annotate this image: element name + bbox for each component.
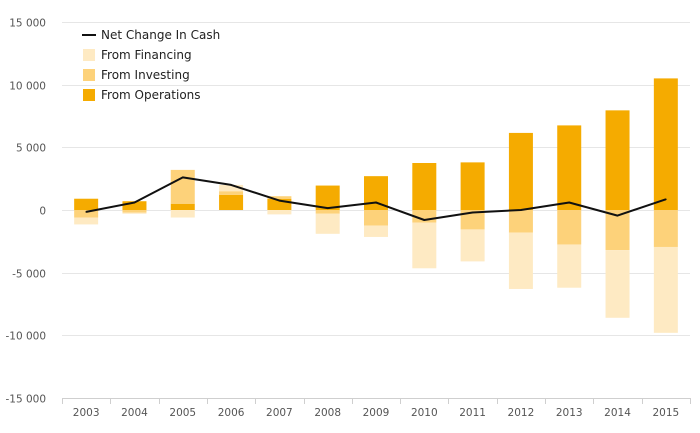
net-change-point: [665, 198, 667, 201]
x-tick-label: 2015: [652, 407, 679, 419]
net-change-point: [520, 209, 522, 211]
bar-from-investing: [605, 210, 630, 251]
bar-from-investing: [74, 210, 99, 218]
y-tick-label: 10 000: [9, 81, 46, 93]
bar-from-financing: [653, 246, 678, 333]
x-axis: 2003 2004 2005 2006 2007 2008 2009 2010 2011 2012…: [62, 398, 691, 419]
bar-from-financing: [412, 222, 437, 269]
x-tick-label: 2009: [363, 407, 390, 419]
bar-from-operations: [170, 203, 195, 210]
net-change-point: [568, 201, 571, 204]
bar-from-financing: [219, 184, 244, 192]
legend-label-from-financing: From Financing: [101, 48, 192, 62]
bar-from-financing: [508, 232, 533, 289]
x-tick-label: 2014: [604, 407, 631, 419]
bar-from-operations: [557, 125, 582, 210]
net-change-point: [230, 184, 232, 186]
y-tick-label: 5 000: [16, 143, 46, 155]
net-change-point: [616, 214, 619, 217]
bar-from-investing: [364, 210, 388, 226]
bar-from-investing: [508, 210, 533, 233]
bar-from-operations: [122, 201, 147, 210]
legend: Net Change In Cash From Financing From Inv…: [82, 28, 220, 102]
net-change-point: [375, 201, 377, 204]
x-tick-label: 2006: [218, 407, 245, 419]
bar-from-financing: [267, 210, 292, 215]
net-change-point: [133, 201, 136, 204]
bar-from-operations: [460, 162, 485, 210]
bar-from-operations: [74, 198, 99, 210]
bar-from-investing: [170, 169, 195, 204]
bar-from-operations: [219, 194, 244, 210]
bar-from-investing: [460, 210, 485, 230]
bar-from-financing: [605, 250, 630, 318]
net-change-point: [85, 211, 87, 213]
bar-from-operations: [605, 110, 630, 210]
net-change-point: [423, 219, 426, 221]
gridlines: [62, 22, 690, 399]
bar-from-financing: [557, 244, 582, 288]
x-tick-label: 2013: [556, 407, 583, 419]
net-change-line-series: [85, 176, 667, 221]
bar-from-financing: [122, 212, 147, 214]
y-tick-label: -5 000: [12, 269, 46, 281]
bar-from-investing: [653, 210, 678, 247]
x-tick-label: 2005: [169, 407, 196, 419]
legend-swatch-from-financing: [83, 49, 95, 61]
y-tick-label: -15 000: [5, 394, 46, 406]
bar-from-financing: [170, 210, 195, 218]
legend-label-from-investing: From Investing: [101, 68, 190, 82]
x-tick-label: 2010: [411, 407, 438, 419]
bar-from-operations: [412, 163, 437, 210]
bar-from-financing: [460, 229, 485, 262]
bar-from-operations: [653, 78, 678, 211]
y-axis: -15 000 -10 000 -5 000 0 5 000 10 000 15 000: [5, 18, 46, 406]
legend-swatch-from-investing: [83, 69, 95, 81]
x-tick-label: 2007: [266, 407, 293, 419]
x-tick-label: 2011: [459, 407, 486, 419]
net-change-point: [181, 176, 184, 179]
bar-from-investing: [557, 210, 582, 245]
bar-from-financing: [74, 217, 99, 225]
x-tick-label: 2004: [121, 407, 148, 419]
net-change-point: [326, 207, 329, 209]
bar-from-investing: [122, 210, 147, 213]
y-tick-label: -10 000: [5, 331, 46, 343]
bar-from-financing: [364, 225, 388, 237]
bar-from-operations: [267, 198, 292, 210]
bar-series: [74, 78, 678, 333]
bar-from-financing: [315, 213, 340, 234]
x-tick-label: 2003: [73, 407, 100, 419]
net-change-point: [471, 211, 474, 214]
y-tick-label: 15 000: [9, 18, 46, 30]
legend-swatch-from-operations: [83, 89, 95, 101]
bar-from-operations: [508, 132, 533, 210]
x-tick-label: 2012: [508, 407, 535, 419]
x-tick-label: 2008: [314, 407, 341, 419]
bar-from-investing: [315, 210, 340, 214]
legend-label-from-operations: From Operations: [101, 88, 201, 102]
bar-from-investing: [219, 191, 244, 195]
y-tick-label: 0: [39, 206, 46, 218]
bar-from-investing: [267, 196, 292, 199]
net-change-point: [278, 199, 281, 202]
legend-label-net-change-in-cash: Net Change In Cash: [101, 28, 220, 42]
